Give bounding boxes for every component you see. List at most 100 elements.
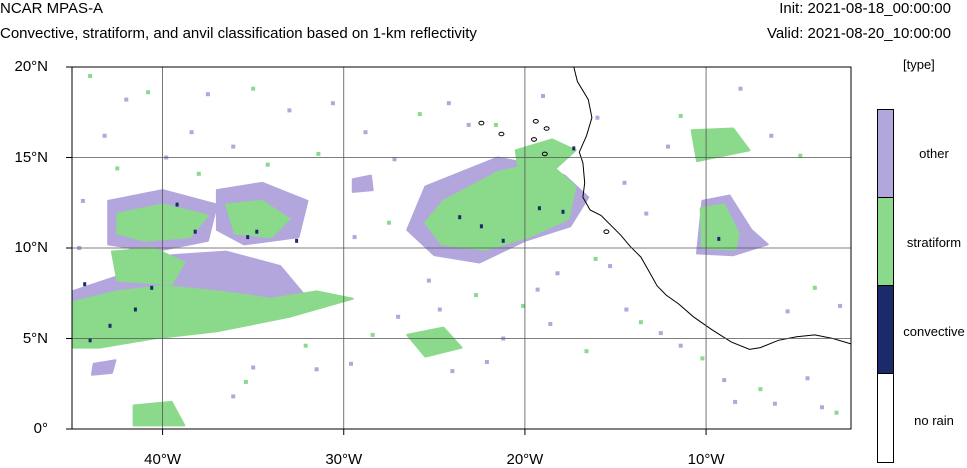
legend-swatch-other xyxy=(877,109,894,199)
precip-pixel-other xyxy=(785,309,790,314)
precip-region-stratiform xyxy=(699,203,740,251)
precip-pixel-other xyxy=(608,264,613,269)
precip-pixel-other xyxy=(555,271,560,276)
precip-pixel-other xyxy=(437,307,442,312)
africa-coastline xyxy=(573,67,851,350)
legend-label: convective xyxy=(903,323,965,339)
map-subtitle: Convective, stratiform, and anvil classi… xyxy=(0,25,477,42)
y-tick-label: 5°N xyxy=(22,329,48,347)
precip-pixel-other xyxy=(189,130,194,135)
precip-pixel-stratiform xyxy=(88,74,93,78)
precip-pixel-stratiform xyxy=(812,285,817,290)
precip-region-other xyxy=(351,174,374,193)
convective-cell xyxy=(150,285,154,290)
precip-pixel-other xyxy=(548,322,553,326)
precip-pixel-other xyxy=(622,180,627,185)
precip-pixel-other xyxy=(805,376,810,381)
precip-pixel-other xyxy=(102,133,107,138)
precip-pixel-stratiform xyxy=(678,113,683,118)
precip-pixel-stratiform xyxy=(387,220,391,225)
precip-pixel-other xyxy=(678,343,683,348)
convective-cell xyxy=(175,202,179,207)
graticule xyxy=(72,67,851,429)
precip-pixel-other xyxy=(392,157,397,162)
precip-pixel-other xyxy=(396,314,401,319)
convective-cell xyxy=(193,229,197,234)
precip-pixel-other xyxy=(658,331,663,336)
precip-pixel-other xyxy=(80,198,85,203)
convective-cell xyxy=(83,282,87,287)
precip-pixel-stratiform xyxy=(251,86,256,91)
x-tick-label: 10°W xyxy=(687,451,725,468)
legend-units: [type] xyxy=(903,57,935,72)
convective-cell xyxy=(246,235,250,240)
precip-pixel-stratiform xyxy=(584,349,589,354)
axis-ticks xyxy=(66,66,707,435)
precip-pixel-other xyxy=(644,211,649,216)
precip-pixel-other xyxy=(733,399,738,404)
convective-cell xyxy=(717,236,721,241)
precip-pixel-other xyxy=(624,307,629,312)
precip-pixel-other xyxy=(314,367,319,372)
convective-cell xyxy=(295,238,299,243)
precip-region-other xyxy=(90,359,117,376)
precip-region-stratiform xyxy=(132,400,186,427)
convective-cell xyxy=(501,238,505,243)
precip-pixel-stratiform xyxy=(493,122,498,127)
x-tick-label: 20°W xyxy=(506,451,544,468)
precip-pixel-other xyxy=(466,122,471,127)
precip-pixel-stratiform xyxy=(265,162,270,167)
x-tick-label: 40°W xyxy=(144,451,181,468)
precip-pixel-stratiform xyxy=(834,410,839,415)
convective-cell xyxy=(88,338,92,343)
island-outline xyxy=(532,119,539,124)
convective-cell xyxy=(255,229,259,234)
convective-cell xyxy=(108,323,112,328)
legend-label: no rain xyxy=(914,412,954,428)
y-tick-label: 15°N xyxy=(14,148,48,166)
convective-cell xyxy=(561,209,565,214)
precip-pixel-other xyxy=(666,144,670,149)
legend-swatch-stratiform xyxy=(877,197,894,287)
precip-pixel-stratiform xyxy=(474,293,478,298)
model-name: NCAR MPAS-A xyxy=(0,0,104,17)
precip-pixel-other xyxy=(772,401,777,406)
precip-pixel-stratiform xyxy=(243,379,248,384)
precip-pixel-stratiform xyxy=(196,171,201,176)
convective-cell xyxy=(572,146,576,151)
precip-pixel-stratiform xyxy=(521,303,526,308)
precip-region-stratiform xyxy=(110,247,186,286)
precip-pixel-stratiform xyxy=(316,151,321,156)
precip-region-stratiform xyxy=(225,199,291,239)
precip-pixel-other xyxy=(231,144,236,149)
island-outline xyxy=(478,120,485,126)
island-outline xyxy=(541,151,548,157)
precip-pixel-other xyxy=(352,235,357,240)
precip-pixel-other xyxy=(769,133,774,138)
precip-pixel-stratiform xyxy=(417,112,422,117)
init-time: Init: 2021-08-18_00:00:00 xyxy=(779,0,951,17)
precip-pixel-other xyxy=(446,101,451,106)
island-outline xyxy=(543,126,550,131)
precip-pixel-stratiform xyxy=(798,153,803,158)
precip-pixel-other xyxy=(450,369,455,374)
precip-pixel-other xyxy=(363,130,368,135)
precip-pixel-other xyxy=(722,378,727,383)
y-tick-label: 10°N xyxy=(14,239,48,256)
precip-pixel-other xyxy=(595,115,600,120)
x-tick-label: 30°W xyxy=(325,451,363,468)
precip-pixel-other xyxy=(484,360,489,364)
precip-pixel-other xyxy=(820,405,824,410)
precip-pixel-stratiform xyxy=(370,332,375,337)
convective-cell xyxy=(133,307,137,312)
precip-region-stratiform xyxy=(690,127,751,163)
precip-pixel-other xyxy=(287,108,292,113)
island-outline xyxy=(603,229,610,234)
precip-pixel-other xyxy=(124,97,129,102)
legend-swatch-convective xyxy=(877,285,894,375)
precip-pixel-other xyxy=(541,94,545,98)
island-outline xyxy=(498,131,505,137)
precip-pixel-other xyxy=(231,394,236,399)
island-outline xyxy=(531,137,537,142)
